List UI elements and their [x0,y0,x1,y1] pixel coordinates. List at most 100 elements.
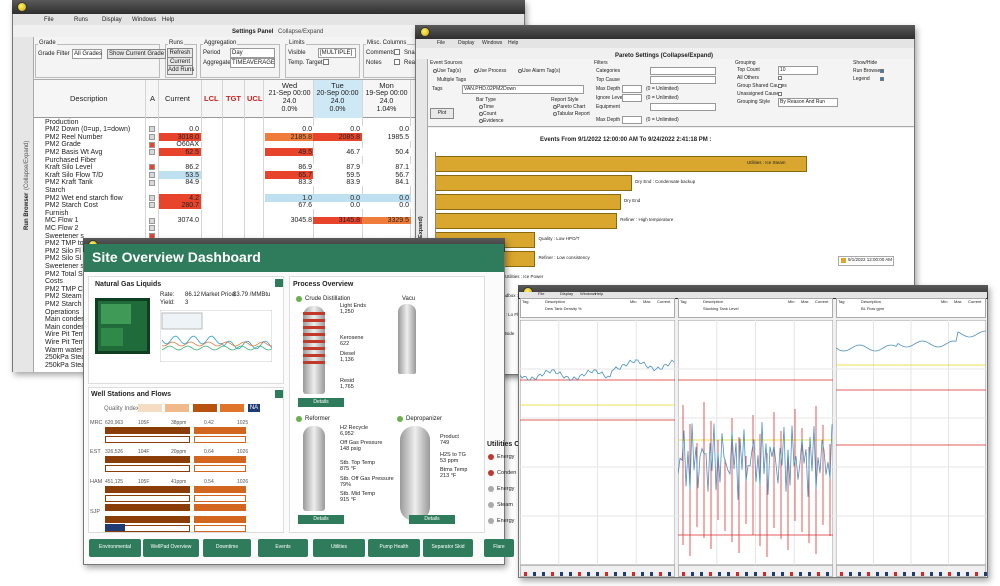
menu-item[interactable]: File [44,17,54,23]
radio[interactable] [479,112,483,116]
number-input[interactable] [622,85,642,93]
nav-button[interactable]: Events [258,539,308,557]
run-value: 84.1 [395,179,409,187]
cell-fill [265,201,314,210]
row-description: Main conden [45,316,86,324]
checkbox[interactable] [880,77,884,81]
menu-item[interactable]: File [538,291,545,296]
value: $3.79 /MMBtu [233,292,271,298]
button[interactable]: Show Current Grade [107,49,167,59]
checkbox[interactable] [778,76,782,80]
section-label: Starch [45,186,66,194]
checkbox[interactable] [394,49,400,55]
menu-item[interactable]: Help [162,17,175,23]
event-mark [650,572,653,576]
column-divider [362,80,363,372]
side-label[interactable]: Run Browser [24,192,30,230]
dropdown[interactable]: TIMEAVERAGE [230,58,275,68]
nav-button[interactable]: Pump Health [368,539,420,557]
checkbox[interactable] [778,92,782,96]
nav-button[interactable]: WellPad Overview [143,539,199,557]
text-input[interactable]: VAN.PHD.02PM2Down [462,85,584,94]
details-button[interactable]: Details [298,398,344,407]
status-icon [488,454,494,460]
bar-label: Utilities : Ice Steam [747,160,786,165]
card-title: Natural Gas Liquids [95,281,162,288]
alarm-indicator [149,225,155,232]
reading-value: 6,952 [340,431,354,437]
station-reading: 1026 [237,479,249,485]
reading-label: H2S to TG [440,452,466,458]
checkbox[interactable] [323,59,329,65]
cell-fill [362,201,411,210]
menu-item[interactable]: Windows [580,291,597,296]
dropdown[interactable] [650,103,716,111]
dropdown[interactable]: Day [230,48,275,58]
dropdown[interactable]: All Grades [72,49,103,59]
column-header: A [150,94,156,103]
date-pct: 0.0% [329,106,346,113]
dropdown[interactable] [650,67,716,75]
side-hint[interactable]: (Collapse/Expand) [24,140,30,190]
checkbox[interactable] [880,69,884,73]
menu-item[interactable]: File [437,40,446,46]
radio[interactable] [479,119,483,123]
menu-item[interactable]: Display [102,17,122,23]
station-reading: 1026 [237,449,249,455]
date-hours: 24.0 [330,98,345,105]
panel-collapse[interactable]: Collapse/Expand [278,29,324,35]
radio[interactable] [553,105,557,109]
expand-button[interactable] [275,279,283,287]
menu-item[interactable]: Runs [74,17,89,23]
bar-label: Dry End : Condensate backup [635,179,696,184]
number-input[interactable] [622,94,642,102]
run-value: 1985.5 [387,133,409,141]
dropdown[interactable]: By Reason And Run [778,98,838,107]
checkbox[interactable] [778,84,782,88]
bar [435,213,618,229]
flow-bar [105,456,190,463]
dropdown[interactable]: [MULTIPLE] [318,48,356,58]
number-input[interactable] [622,116,642,124]
event-mark [939,572,942,576]
run-value: 87.1 [395,164,409,172]
checkbox[interactable] [394,59,400,65]
radio[interactable] [518,69,522,73]
nav-button[interactable]: Flare [484,539,514,557]
details-button[interactable]: Details [298,515,344,524]
reading-label: Product [440,434,459,440]
row-description: PM2 Basis Wt Avg [45,148,103,156]
menu-item[interactable]: Windows [482,40,503,46]
nav-button[interactable]: Environmental [89,539,141,557]
column-header: Current [968,299,982,304]
details-button[interactable]: Details [409,515,455,524]
nav-button[interactable]: Separator Skid [423,539,473,557]
menu-item[interactable]: Windows [132,17,157,23]
nav-button[interactable]: Downtime [203,539,251,557]
menu-item[interactable]: Display [458,40,475,46]
dropdown[interactable] [650,76,716,84]
menu-item[interactable]: Help [595,291,604,296]
nav-button[interactable]: Utilities [313,539,365,557]
number-input[interactable]: 10 [778,66,818,75]
event-mark [542,572,545,576]
button[interactable]: Plot [430,108,454,119]
run-value: 3145.8 [338,217,360,225]
date-day: Wed [281,81,298,90]
pareto-title[interactable]: Pareto Settings (Collapse/Expand) [615,53,714,59]
status-icon [488,486,494,492]
radio[interactable] [553,112,557,116]
expand-button[interactable] [275,390,283,398]
row-description: PM2 Starch C [45,300,89,308]
event-mark [867,572,870,576]
menu-item[interactable]: Help [508,40,519,46]
button[interactable]: Add Runs [167,65,195,75]
cell-fill [159,163,201,172]
radio[interactable] [433,69,437,73]
menu-item[interactable]: Display [560,291,574,296]
run-value: 56.7 [395,171,409,179]
radio[interactable] [479,105,483,109]
current-value: 53.5 [185,171,199,179]
radio[interactable] [474,69,478,73]
cell-fill [362,133,411,141]
